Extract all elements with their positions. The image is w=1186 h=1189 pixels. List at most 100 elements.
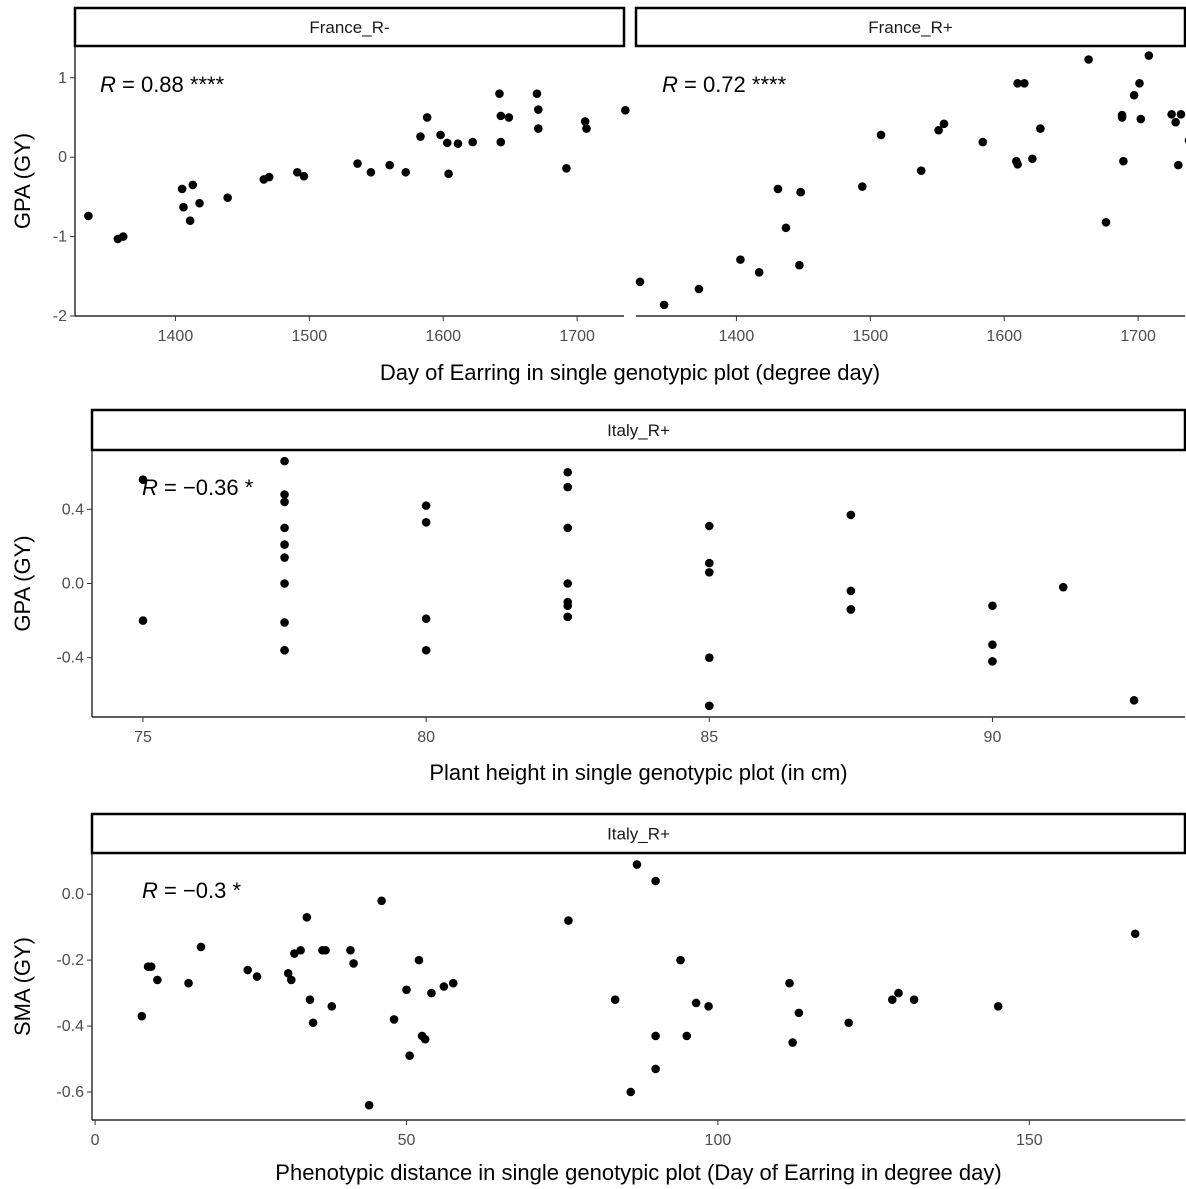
y-tick-label: -2: [53, 308, 67, 325]
correlation-annotation: R = 0.72 ****: [662, 72, 787, 97]
x-tick-label: 100: [705, 1132, 732, 1149]
y-tick-label: -0.6: [56, 1084, 84, 1101]
data-point: [563, 467, 573, 477]
data-point: [283, 969, 293, 978]
data-point: [353, 159, 362, 168]
data-point: [1013, 160, 1022, 169]
x-tick-label: 75: [134, 729, 152, 746]
data-point: [1136, 114, 1146, 124]
data-point: [448, 978, 458, 988]
data-point: [562, 163, 571, 173]
data-point: [1084, 55, 1093, 64]
data-point: [1130, 929, 1140, 939]
data-point: [1101, 217, 1111, 227]
data-point: [184, 978, 193, 988]
data-point: [909, 995, 919, 1004]
facet-strip: [90, 812, 1186, 855]
y-axis-title: GPA (GY): [10, 133, 35, 229]
data-point: [626, 1087, 636, 1097]
data-point: [1144, 51, 1154, 60]
x-tick-label: 0: [91, 1132, 100, 1149]
data-point: [118, 232, 128, 241]
data-point: [302, 912, 312, 922]
data-point: [296, 945, 305, 955]
data-point: [280, 523, 289, 533]
data-point: [773, 184, 783, 194]
facet-strip-label: France_R+: [868, 18, 953, 37]
data-point: [427, 988, 436, 998]
correlation-annotation: R = 0.88 ****: [100, 72, 225, 97]
data-point: [264, 172, 274, 182]
data-point: [1174, 160, 1183, 170]
data-point: [857, 182, 867, 191]
data-point: [299, 171, 309, 181]
correlation-annotation: R = −0.36 *: [142, 475, 254, 500]
data-point: [939, 119, 949, 129]
data-point: [349, 959, 358, 968]
data-point: [659, 300, 669, 310]
x-tick-label: 1500: [853, 328, 889, 345]
data-point: [308, 1018, 318, 1028]
data-point: [504, 113, 514, 122]
y-axis-title: SMA (GY): [10, 937, 35, 1036]
x-tick-label: 85: [700, 729, 718, 746]
x-axis-title: Plant height in single genotypic plot (i…: [429, 760, 847, 785]
x-tick-label: 80: [417, 729, 435, 746]
data-point: [704, 1001, 713, 1011]
data-point: [788, 1038, 797, 1047]
data-point: [385, 160, 394, 170]
data-point: [364, 1100, 374, 1110]
data-point: [280, 618, 289, 627]
data-point: [934, 125, 943, 135]
data-point: [185, 216, 195, 226]
data-point: [292, 167, 302, 177]
data-point: [876, 130, 886, 140]
data-point: [196, 942, 206, 952]
data-point: [564, 916, 573, 925]
data-point: [704, 521, 714, 531]
data-point: [563, 601, 573, 611]
x-tick-label: 1700: [1120, 328, 1156, 345]
facet-strip: [73, 6, 626, 48]
data-point: [421, 501, 431, 510]
data-point: [635, 277, 645, 287]
data-point: [563, 523, 573, 533]
y-tick-label: -0.2: [56, 952, 84, 969]
y-tick-label: -0.4: [56, 650, 84, 667]
facet-strip-label: Italy_R+: [607, 825, 670, 844]
data-point: [846, 605, 856, 614]
data-point: [495, 89, 504, 98]
correlation-annotation: R = −0.3 *: [142, 878, 242, 903]
data-point: [988, 640, 997, 649]
data-point: [691, 998, 701, 1008]
data-point: [1013, 79, 1022, 88]
data-point: [894, 988, 903, 998]
data-point: [402, 985, 411, 995]
x-tick-label: 1400: [158, 328, 194, 345]
facet-strip: [634, 6, 1186, 48]
y-axis-title: GPA (GY): [10, 535, 35, 631]
data-point: [781, 223, 791, 233]
x-tick-label: 1600: [986, 328, 1022, 345]
x-tick-label: 1700: [559, 328, 595, 345]
data-point: [436, 130, 445, 140]
data-point: [346, 945, 355, 955]
x-tick-label: 1500: [292, 328, 328, 345]
x-axis-title: Phenotypic distance in single genotypic …: [275, 1160, 1001, 1185]
data-point: [632, 860, 642, 869]
data-point: [280, 553, 289, 562]
data-point: [280, 645, 289, 655]
data-point: [138, 616, 148, 625]
data-point: [280, 497, 289, 507]
data-point: [610, 995, 620, 1004]
data-point: [252, 972, 262, 981]
data-point: [1028, 154, 1037, 164]
data-point: [177, 184, 187, 194]
data-point: [1058, 582, 1068, 592]
data-point: [795, 260, 804, 270]
data-point: [580, 117, 590, 126]
data-point: [1135, 79, 1144, 88]
data-point: [736, 255, 745, 264]
data-point: [651, 876, 660, 886]
